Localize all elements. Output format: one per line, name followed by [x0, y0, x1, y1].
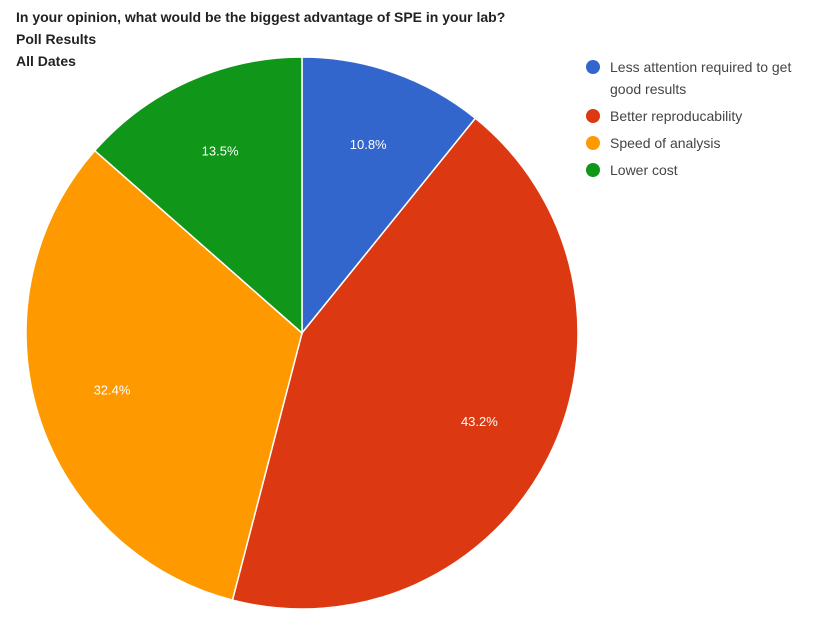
legend-swatch	[586, 60, 600, 74]
pie-slice[interactable]	[25, 149, 303, 602]
legend-label: Better reproducability	[610, 108, 743, 124]
chart-subtitle-poll: Poll Results	[16, 31, 97, 47]
pie-slice-labels: 10.8% 43.2% 32.4% 13.5%	[94, 137, 499, 429]
pie-slice-label: 43.2%	[461, 414, 498, 429]
legend-swatch	[586, 163, 600, 177]
legend-swatch	[586, 109, 600, 123]
chart-title: In your opinion, what would be the bigge…	[16, 9, 506, 25]
pie-slice[interactable]	[231, 117, 579, 610]
pie-slice[interactable]	[301, 56, 477, 336]
legend-label: Lower cost	[610, 162, 678, 178]
pie-slice-label: 10.8%	[350, 137, 387, 152]
chart-title-block: In your opinion, what would be the bigge…	[16, 6, 505, 72]
pie-slice-label: 32.4%	[94, 383, 131, 398]
legend-item[interactable]: Lower cost	[586, 159, 816, 181]
legend-item[interactable]: Speed of analysis	[586, 132, 816, 154]
legend-item[interactable]: Less attention required to get good resu…	[586, 56, 816, 100]
pie-slice-label: 13.5%	[202, 143, 239, 158]
pie-slice[interactable]	[93, 56, 303, 335]
legend-item[interactable]: Better reproducability	[586, 105, 816, 127]
pie-slices	[25, 56, 579, 610]
chart-subtitle-dates: All Dates	[16, 53, 76, 69]
legend-label: Less attention required to get good resu…	[610, 59, 792, 97]
legend-swatch	[586, 136, 600, 150]
legend: Less attention required to get good resu…	[586, 56, 816, 186]
legend-label: Speed of analysis	[610, 135, 721, 151]
